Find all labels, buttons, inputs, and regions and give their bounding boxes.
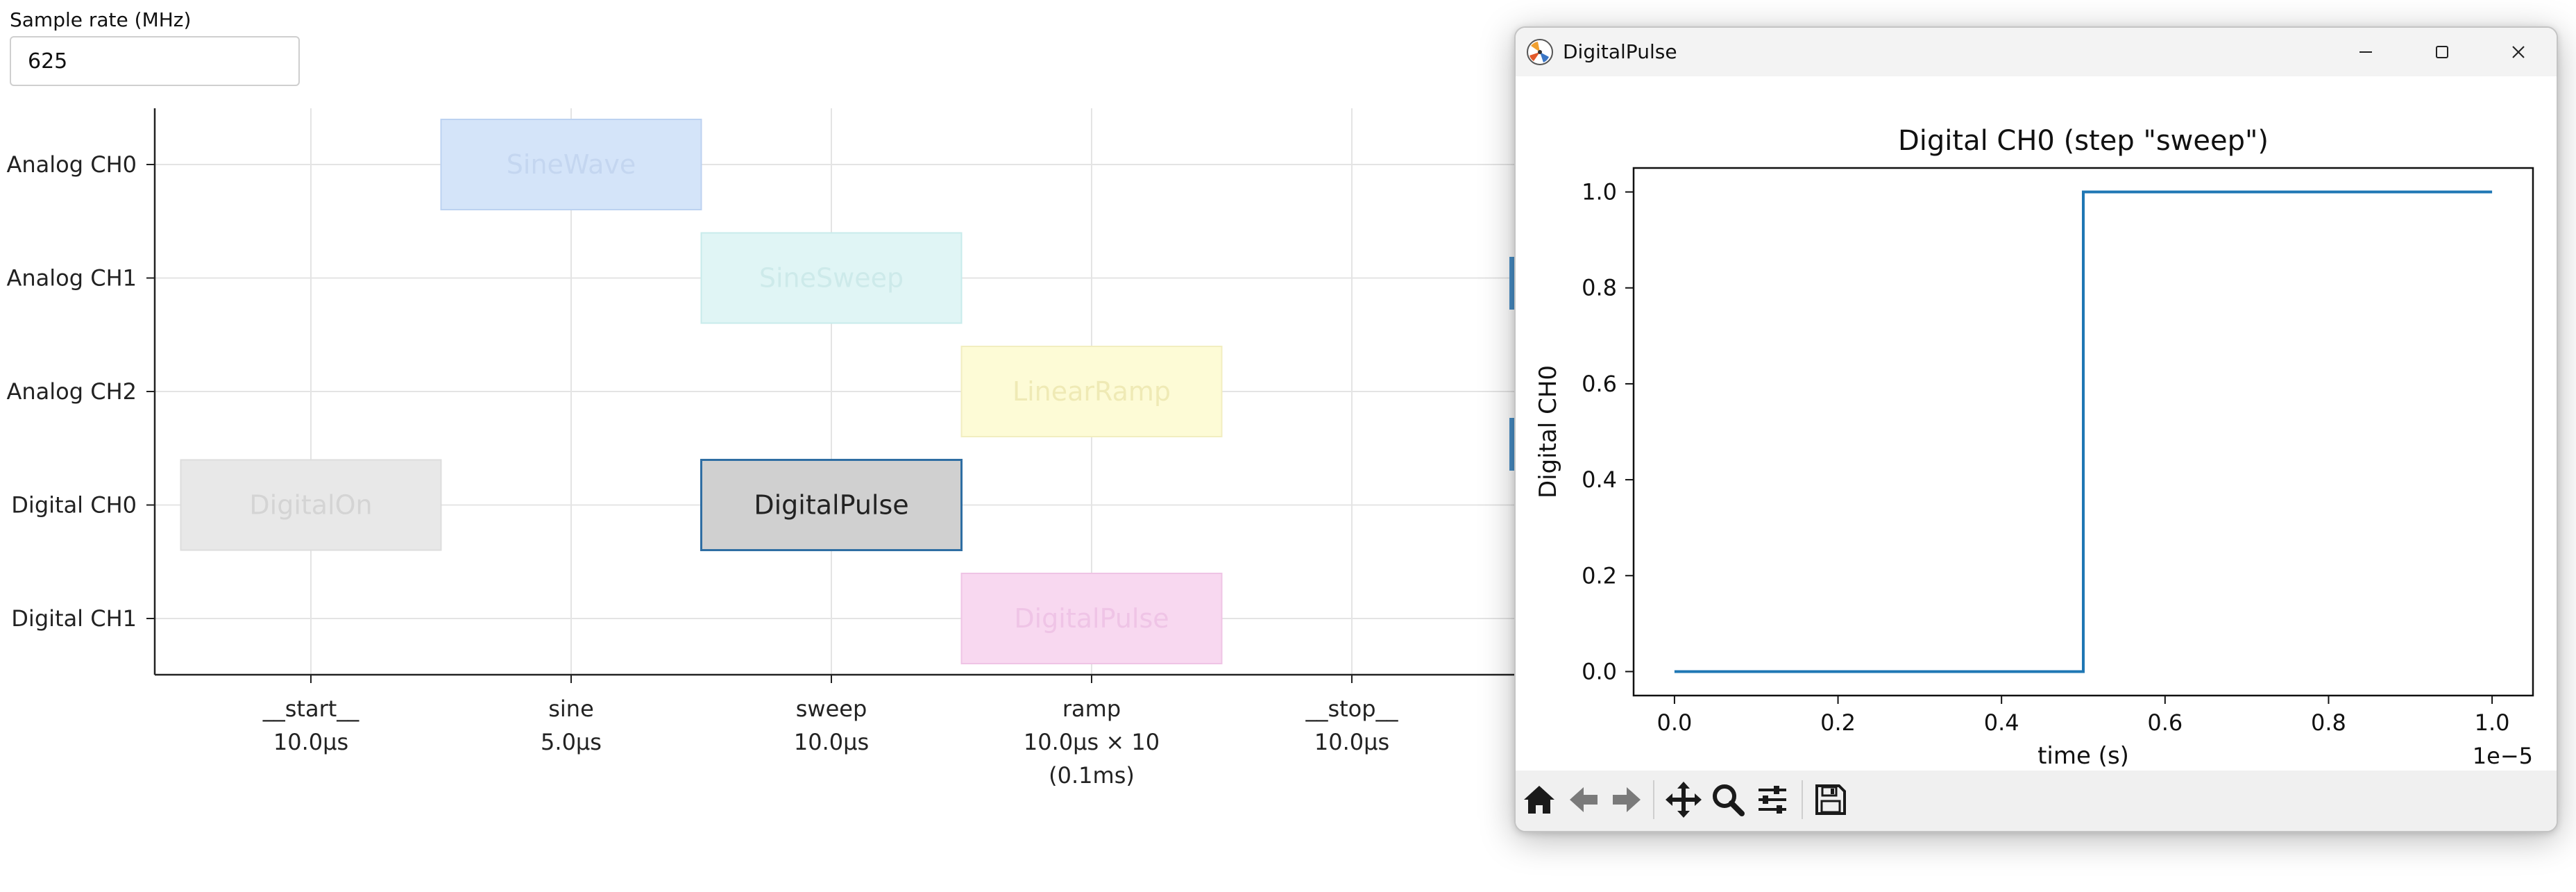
save-button[interactable] xyxy=(1810,779,1852,821)
step-name: ramp xyxy=(1062,696,1121,722)
x-tick-label: 1.0 xyxy=(2475,709,2510,736)
configure-subplots-button[interactable] xyxy=(1752,779,1793,821)
step-name: __start__ xyxy=(262,696,360,722)
configure-subplots-icon xyxy=(1759,786,1786,814)
x-tick-label: 0.4 xyxy=(1984,709,2019,736)
series-line xyxy=(1674,190,2493,673)
x-tick-label: 0.8 xyxy=(2311,709,2346,736)
waveform-block[interactable]: SineSweep xyxy=(700,232,963,324)
block-label: DigitalPulse xyxy=(754,490,908,521)
step-duration: 10.0µs × 10 xyxy=(1024,729,1160,755)
chart-title: Digital CH0 (step "sweep") xyxy=(1898,125,2269,157)
maximize-icon xyxy=(2436,46,2448,58)
sample-rate-input[interactable] xyxy=(10,36,300,86)
y-axis-label: Digital CH0 xyxy=(1534,365,1562,498)
save-icon xyxy=(1815,784,1846,815)
pan-button[interactable] xyxy=(1663,779,1704,821)
y-tick-label: 0.4 xyxy=(1582,466,1617,493)
home-icon xyxy=(1524,786,1554,814)
y-tick-label: 0.2 xyxy=(1582,562,1617,589)
back-arrow-icon xyxy=(1570,787,1598,812)
step-duration: 10.0µs xyxy=(794,729,869,755)
toolbar-separator xyxy=(1653,780,1654,819)
channel-label: Digital CH1 xyxy=(11,605,137,632)
matplotlib-app-icon xyxy=(1527,39,1553,65)
window-titlebar[interactable]: DigitalPulse xyxy=(1516,28,2557,76)
offscreen-block-marker xyxy=(1509,257,1516,310)
x-tick-label: 0.6 xyxy=(2147,709,2183,736)
minimize-icon xyxy=(2359,51,2372,53)
y-tick-label: 1.0 xyxy=(1582,179,1617,205)
step-duration: 10.0µs xyxy=(1314,729,1389,755)
block-rect xyxy=(440,119,702,210)
waveform-block[interactable]: LinearRamp xyxy=(960,346,1223,437)
pan-icon xyxy=(1666,782,1702,818)
close-button[interactable] xyxy=(2480,28,2557,76)
block-label: LinearRamp xyxy=(1012,376,1171,407)
block-rect xyxy=(700,232,963,324)
step-duration: 10.0µs xyxy=(273,729,348,755)
maximize-button[interactable] xyxy=(2404,28,2480,76)
close-icon xyxy=(2512,46,2525,58)
block-label: SineWave xyxy=(507,149,636,180)
y-tick-label: 0.0 xyxy=(1582,658,1617,684)
step-total: (0.1ms) xyxy=(1049,762,1135,789)
back-button[interactable] xyxy=(1563,779,1604,821)
channel-label: Digital CH0 xyxy=(11,492,137,519)
y-tick-label: 0.8 xyxy=(1582,275,1617,301)
sample-rate-label: Sample rate (MHz) xyxy=(10,8,192,31)
zoom-icon xyxy=(1713,784,1745,816)
offscreen-block-marker xyxy=(1509,418,1516,471)
channel-label: Analog CH0 xyxy=(7,151,137,178)
window-title: DigitalPulse xyxy=(1563,40,1677,63)
waveform-block[interactable]: DigitalPulse xyxy=(960,573,1223,664)
sequence-timeline: Analog CH0 Analog CH1 Analog CH2 Digital CH… xyxy=(7,108,1527,789)
x-offset-text: 1e−5 xyxy=(2473,743,2533,769)
forward-arrow-icon xyxy=(1613,787,1641,812)
waveform-block-selected[interactable]: DigitalPulse xyxy=(700,459,963,551)
waveform-block[interactable]: DigitalOn xyxy=(180,459,442,551)
x-tick-label: 0.0 xyxy=(1656,709,1692,736)
step-name: sweep xyxy=(796,696,867,722)
x-tick-label: 0.2 xyxy=(1820,709,1856,736)
block-rect xyxy=(960,346,1223,437)
block-label: DigitalPulse xyxy=(1014,603,1169,634)
x-axis-label: time (s) xyxy=(2037,742,2129,770)
home-button[interactable] xyxy=(1518,779,1560,821)
plot-toolbar xyxy=(1516,771,2557,831)
block-rect xyxy=(960,573,1223,664)
step-duration: 5.0µs xyxy=(541,729,602,755)
minimize-button[interactable] xyxy=(2328,28,2404,76)
channel-label: Analog CH2 xyxy=(7,378,137,405)
zoom-button[interactable] xyxy=(1707,779,1749,821)
digital-ch0-plot: Digital CH0 (step "sweep") 0.0 0.2 0.4 0.6 0.… xyxy=(1516,76,2557,771)
y-tick-label: 0.6 xyxy=(1582,371,1617,397)
step-name: sine xyxy=(548,696,594,722)
step-name: __stop__ xyxy=(1305,696,1398,722)
waveform-block[interactable]: SineWave xyxy=(440,119,702,210)
forward-button[interactable] xyxy=(1606,779,1647,821)
digitalpulse-plot-window: DigitalPulse Digital CH0 (step "sweep") 0… xyxy=(1514,26,2558,832)
block-rect xyxy=(180,459,442,551)
block-rect xyxy=(700,459,963,551)
block-label: SineSweep xyxy=(759,263,904,294)
block-label: DigitalOn xyxy=(249,490,372,521)
toolbar-separator xyxy=(1802,780,1803,819)
channel-label: Analog CH1 xyxy=(7,265,137,292)
